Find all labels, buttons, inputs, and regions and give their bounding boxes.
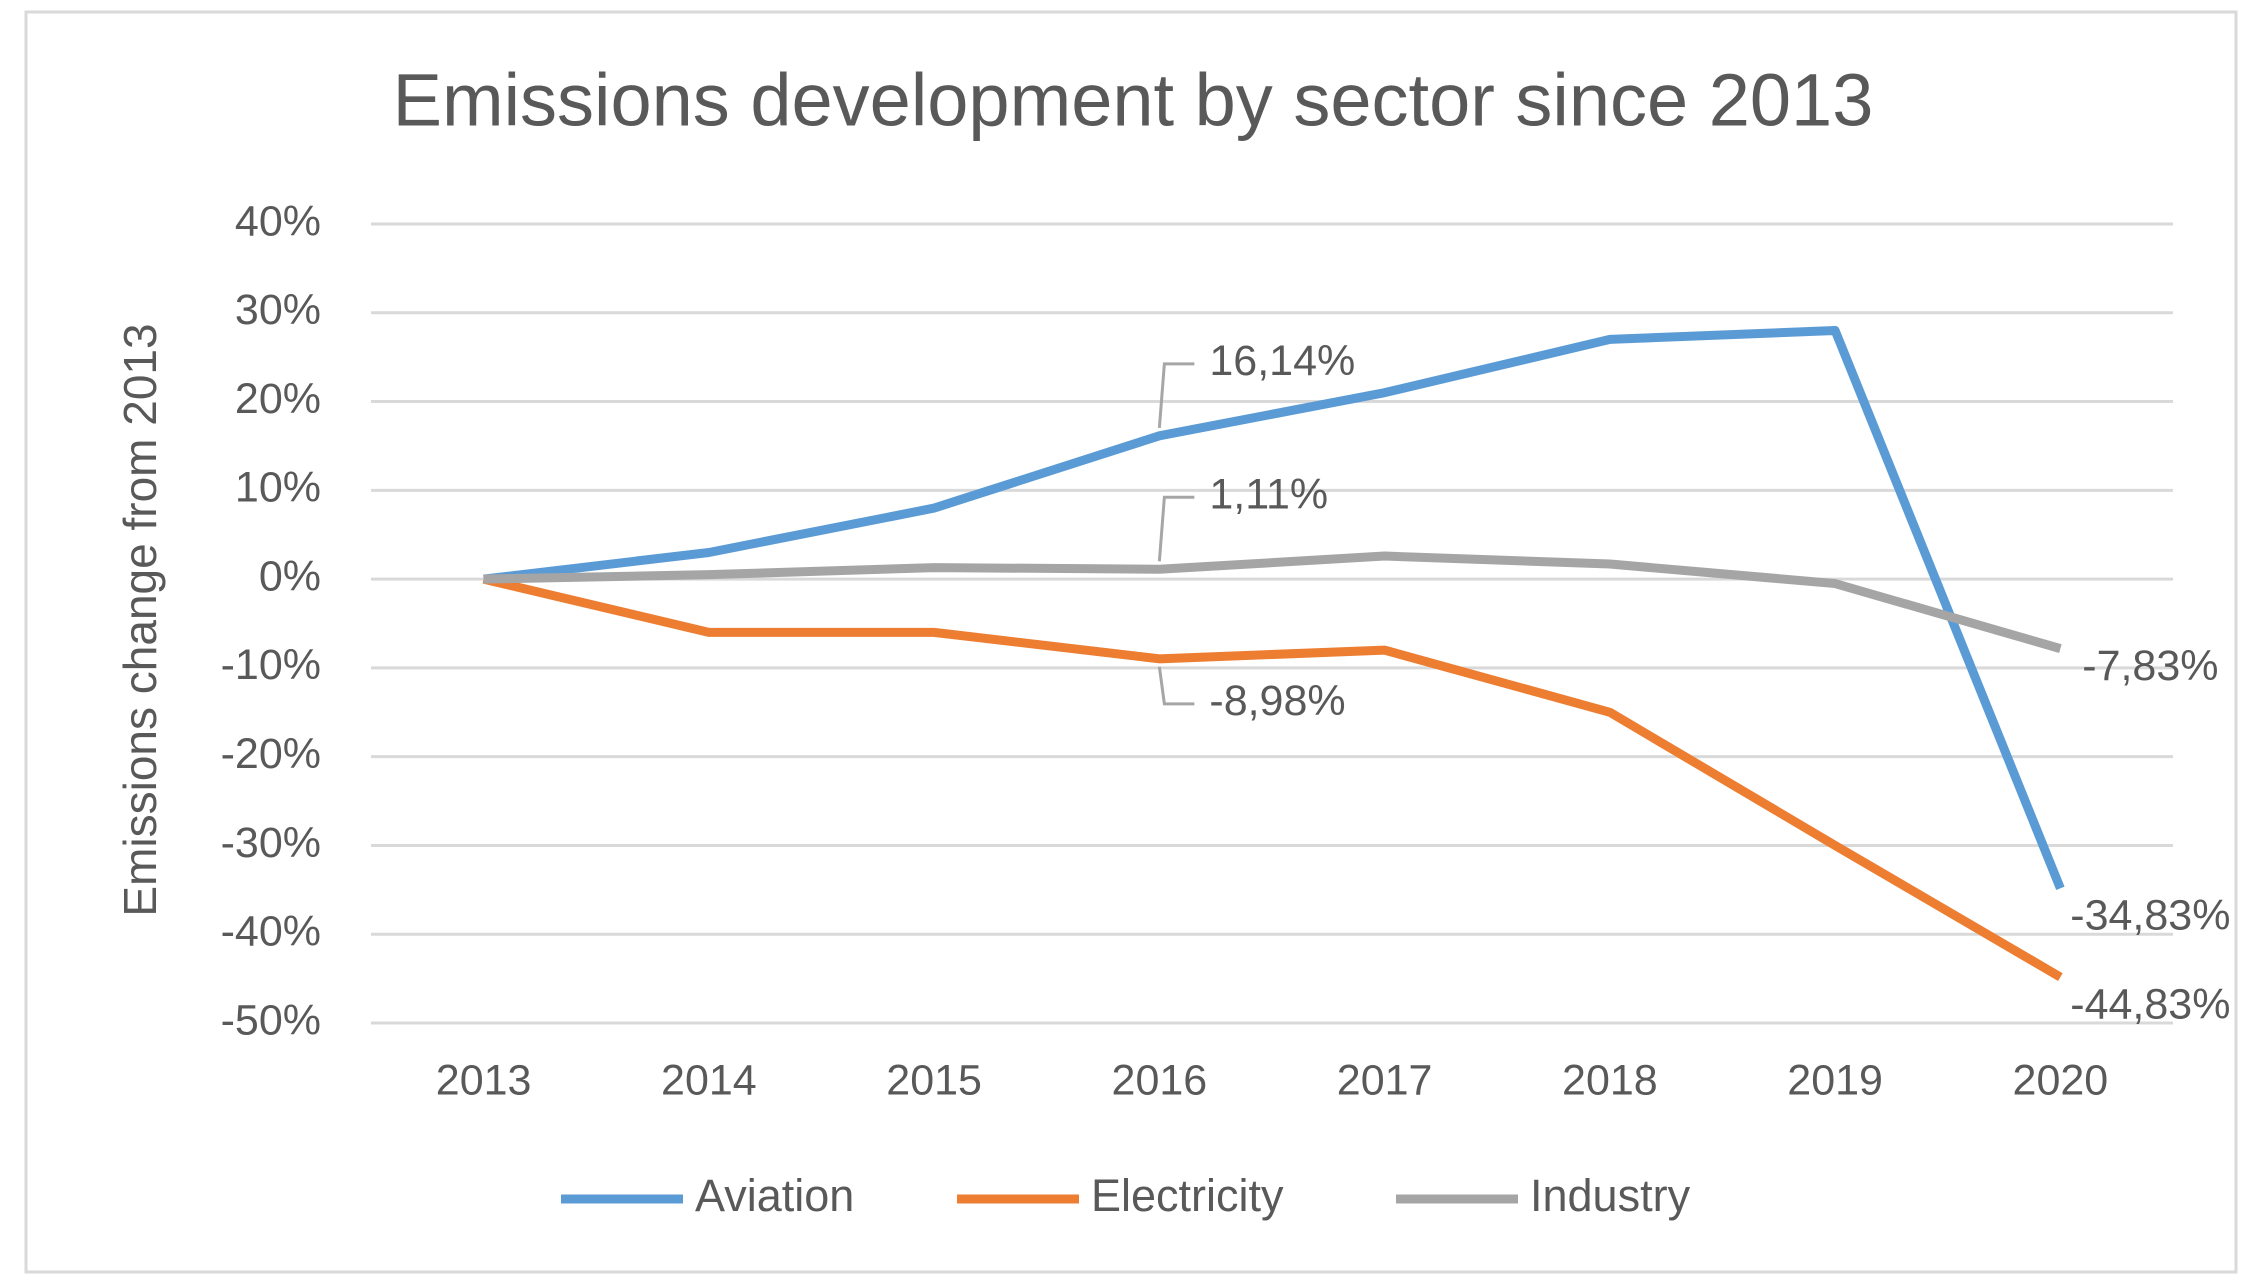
y-tick-label: 20% bbox=[235, 375, 321, 423]
y-tick-label: -30% bbox=[221, 819, 321, 867]
legend-label: Industry bbox=[1530, 1170, 1691, 1221]
series-line bbox=[482, 574, 2063, 981]
chart-frame bbox=[24, 10, 2238, 1274]
x-tick-label: 2019 bbox=[1787, 1056, 1883, 1104]
y-tick-label: -50% bbox=[221, 996, 321, 1044]
y-tick-label: 30% bbox=[235, 286, 321, 334]
y-tick-label: 40% bbox=[235, 197, 321, 245]
data-label: -34,83% bbox=[2070, 892, 2230, 940]
y-tick-label: 10% bbox=[235, 464, 321, 512]
leader-line bbox=[1157, 666, 1195, 706]
x-tick-label: 2014 bbox=[661, 1056, 757, 1104]
data-label: 1,11% bbox=[1209, 471, 1328, 519]
x-tick-label: 2016 bbox=[1112, 1056, 1208, 1104]
series-line bbox=[483, 326, 2065, 891]
data-label: -7,83% bbox=[2082, 642, 2218, 690]
leader-line bbox=[1157, 362, 1195, 428]
y-tick-label: -10% bbox=[221, 641, 321, 689]
data-label: -44,83% bbox=[2070, 980, 2230, 1028]
legend-label: Aviation bbox=[695, 1170, 854, 1221]
x-tick-label: 2018 bbox=[1562, 1056, 1658, 1104]
x-tick-label: 2015 bbox=[886, 1056, 982, 1104]
chart-title: Emissions development by sector since 20… bbox=[393, 59, 1874, 142]
data-label: -8,98% bbox=[1209, 677, 1345, 725]
y-tick-label: -40% bbox=[221, 908, 321, 956]
y-axis-label: Emissions change from 2013 bbox=[114, 323, 166, 916]
data-label: 16,14% bbox=[1209, 337, 1355, 385]
y-tick-label: 0% bbox=[259, 552, 321, 600]
x-tick-label: 2013 bbox=[436, 1056, 532, 1104]
legend-label: Electricity bbox=[1091, 1170, 1284, 1221]
leader-line bbox=[1157, 495, 1195, 562]
x-tick-label: 2020 bbox=[2013, 1056, 2109, 1104]
x-tick-label: 2017 bbox=[1337, 1056, 1433, 1104]
y-tick-label: -20% bbox=[221, 730, 321, 778]
series-line bbox=[483, 551, 2062, 653]
